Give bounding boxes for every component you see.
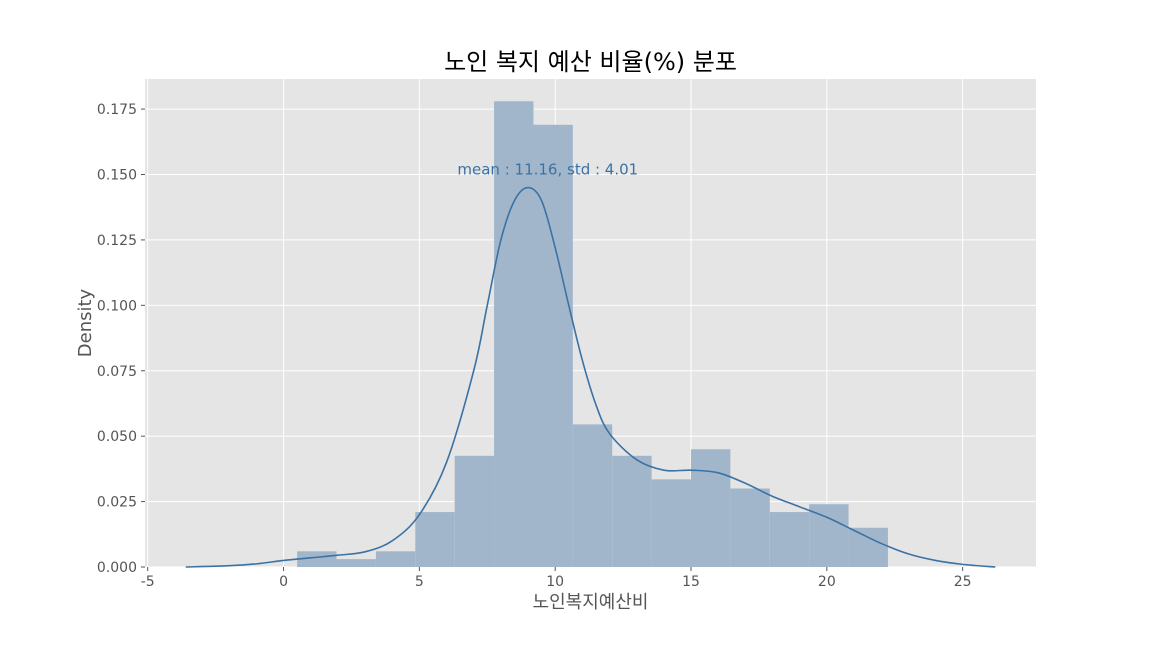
histogram-bar [415, 512, 455, 567]
histogram-bar [691, 449, 731, 567]
chart-title: 노인 복지 예산 비율(%) 분포 [444, 48, 737, 76]
x-tick-label: -5 [141, 574, 155, 590]
y-tick-label: 0.175 [97, 102, 137, 118]
histogram-bar [848, 527, 888, 567]
histogram-bar [494, 101, 534, 568]
histogram-bar [612, 455, 652, 567]
y-tick-label: 0.125 [97, 233, 137, 249]
histogram-bar [454, 455, 495, 567]
kde-curve [185, 186, 996, 568]
x-tick-label: 15 [682, 574, 700, 590]
y-axis-label: Density [75, 288, 96, 357]
x-tick-label: 10 [546, 574, 564, 590]
y-tick-label: 0.025 [97, 495, 137, 511]
histogram-bars [297, 101, 888, 568]
histogram-bar [809, 504, 849, 567]
x-tick-label: 25 [954, 574, 972, 590]
x-tick-label: 0 [279, 574, 288, 590]
y-tick-label: 0.150 [97, 168, 137, 184]
histogram-bar [572, 424, 613, 567]
y-tick-label: 0.050 [97, 429, 137, 445]
histogram-bar [769, 512, 810, 567]
histogram-bar [375, 551, 416, 567]
x-axis-label: 노인복지예산비 [533, 592, 649, 613]
histogram-bar [651, 479, 692, 567]
histogram-bar [730, 488, 770, 567]
y-tick-label: 0.100 [97, 298, 137, 314]
y-tick-label: 0.000 [97, 560, 137, 576]
x-tick-label: 20 [818, 574, 836, 590]
y-tick-label: 0.075 [97, 364, 137, 380]
axis-ticks: -5 0 5 10 15 20 25 0.000 0.025 0.050 0.075 0.100 0.1… [97, 102, 972, 590]
x-tick-label: 5 [415, 574, 424, 590]
histogram-bar [336, 559, 376, 567]
histogram-bar [297, 551, 337, 567]
mean-std-annotation: mean : 11.16, std : 4.01 [457, 161, 638, 179]
histogram-bar [533, 124, 573, 567]
